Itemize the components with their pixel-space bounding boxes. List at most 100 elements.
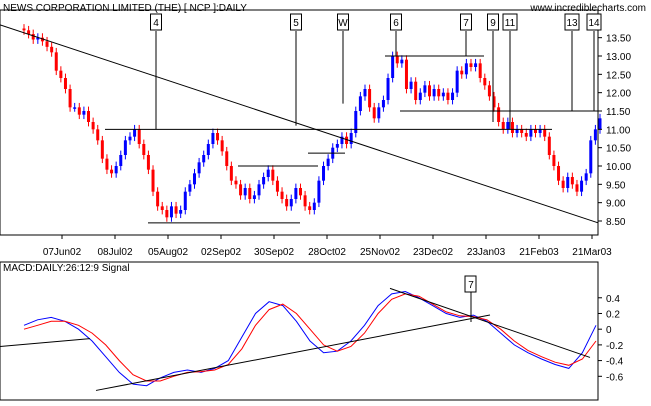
date-tick-label: 02Sep02 — [201, 247, 241, 258]
candle-body — [234, 180, 238, 185]
wave-marker: 9 — [487, 13, 499, 122]
macd-series-macd — [23, 290, 597, 387]
candle-body — [340, 136, 344, 144]
candle-body — [275, 180, 279, 192]
price-candle — [257, 179, 261, 200]
price-candle — [593, 124, 597, 145]
candle-body — [59, 70, 63, 78]
price-candle — [100, 135, 104, 164]
candle-body — [510, 122, 514, 133]
price-candle — [589, 135, 593, 178]
candle-body — [349, 133, 353, 144]
price-candle — [105, 154, 109, 175]
price-candle — [220, 135, 224, 156]
price-candle — [460, 66, 464, 79]
candle-body — [432, 89, 436, 97]
macd-wave-marker: 7 — [464, 275, 477, 322]
price-tick-label: 12.00 — [606, 89, 631, 100]
candle-body — [280, 191, 284, 199]
candle-body — [110, 169, 114, 174]
candle-body — [31, 34, 35, 40]
candle-body — [437, 89, 441, 97]
candle-body — [133, 129, 137, 137]
price-candle — [188, 179, 192, 197]
macd-tick-label: -0.2 — [606, 341, 624, 352]
candle-body — [570, 177, 574, 185]
macd-trendline-left — [0, 338, 91, 347]
date-tick-label: 30Sep02 — [254, 247, 294, 258]
macd-tick-label: -0.4 — [606, 357, 624, 368]
macd-tick-label: -0.6 — [606, 372, 624, 383]
candle-body — [520, 129, 524, 133]
candle-body — [368, 89, 372, 108]
price-candle — [529, 124, 533, 142]
candle-body — [580, 180, 584, 192]
candle-body — [598, 118, 602, 130]
candle-body — [262, 177, 266, 185]
price-candle — [414, 77, 418, 105]
candle-body — [584, 173, 588, 181]
candle-body — [179, 210, 183, 214]
macd-trendline-support — [95, 314, 491, 391]
candle-body — [317, 180, 321, 203]
candle-body — [506, 122, 510, 130]
wave-marker-box — [502, 13, 518, 31]
candle-body — [474, 63, 478, 67]
down-trendline — [0, 24, 599, 224]
candle-body — [197, 162, 201, 174]
wave-marker-box — [337, 13, 349, 31]
price-candle — [561, 176, 565, 193]
candle-body — [377, 107, 381, 119]
macd-marker-label: 7 — [468, 280, 474, 291]
price-candle — [437, 84, 441, 101]
candle-body — [538, 129, 542, 133]
price-candle — [441, 88, 445, 101]
wave-marker: 4 — [150, 13, 162, 130]
price-candle — [77, 102, 81, 120]
price-candle — [169, 201, 173, 222]
candle-body — [202, 155, 206, 163]
candle-body — [593, 129, 597, 141]
price-candle — [386, 73, 390, 105]
price-candle — [289, 194, 293, 211]
price-candle — [395, 51, 399, 68]
price-candle — [91, 117, 95, 134]
candle-body — [589, 140, 593, 174]
price-candle — [96, 124, 100, 145]
price-tick-label: 12.50 — [606, 70, 631, 81]
candle-body — [381, 100, 385, 108]
wave-marker-box — [460, 13, 472, 31]
price-candle — [391, 51, 395, 83]
candle-body — [460, 70, 464, 75]
candle-body — [266, 169, 270, 177]
price-candle — [566, 172, 570, 193]
candle-body — [303, 195, 307, 207]
price-candle — [197, 157, 201, 178]
wave-marker: 11 — [502, 13, 518, 130]
price-candle — [239, 179, 243, 200]
price-candle — [225, 146, 229, 171]
macd-tick-label: 0 — [606, 325, 612, 336]
candle-body — [271, 169, 275, 181]
price-candle — [520, 124, 524, 138]
candle-body — [77, 107, 81, 115]
site-watermark: www.incrediblecharts.com — [529, 3, 646, 14]
candle-body — [156, 191, 160, 207]
date-tick-label: 23Jan03 — [467, 247, 506, 258]
candle-body — [87, 111, 91, 122]
price-candle — [533, 124, 537, 138]
wave-marker-label: W — [338, 18, 348, 29]
candle-body — [114, 166, 118, 174]
candle-body — [151, 169, 155, 192]
price-candle — [63, 73, 67, 94]
price-candle — [345, 132, 349, 149]
price-candle — [575, 179, 579, 197]
candle-body — [464, 63, 468, 75]
candle-body — [423, 85, 427, 93]
price-candle — [381, 95, 385, 112]
price-candle — [478, 58, 482, 83]
candle-body — [308, 206, 312, 210]
candle-body — [391, 56, 395, 78]
candle-body — [91, 122, 95, 130]
price-candle — [584, 168, 588, 186]
